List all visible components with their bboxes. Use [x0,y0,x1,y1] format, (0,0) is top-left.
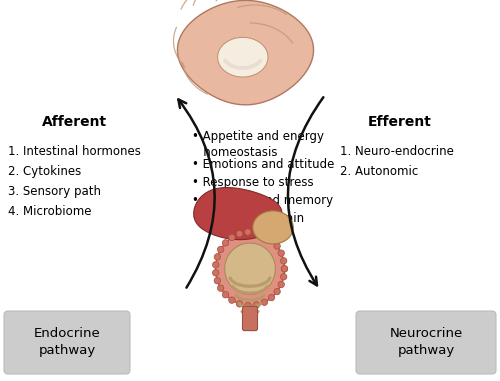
Circle shape [253,302,260,308]
Text: Efferent: Efferent [368,115,432,129]
Polygon shape [218,37,268,77]
Circle shape [244,229,251,235]
Text: • Response to pain: • Response to pain [192,212,304,225]
Circle shape [212,262,219,268]
Polygon shape [178,0,314,105]
Circle shape [268,295,274,301]
FancyBboxPatch shape [356,311,496,374]
FancyBboxPatch shape [242,306,258,331]
Circle shape [274,288,280,295]
FancyBboxPatch shape [4,311,130,374]
Circle shape [278,250,284,256]
Circle shape [214,277,220,284]
Text: • Appetite and energy
   homeostasis: • Appetite and energy homeostasis [192,130,324,158]
Circle shape [278,281,284,288]
Polygon shape [253,211,293,244]
Circle shape [282,266,288,272]
Circle shape [282,266,288,272]
Circle shape [218,285,224,291]
Circle shape [222,240,228,246]
Circle shape [253,229,260,236]
Circle shape [222,291,228,298]
Circle shape [244,302,251,309]
Circle shape [261,299,268,306]
Circle shape [261,232,268,239]
Circle shape [280,258,287,264]
Text: Afferent: Afferent [42,115,108,129]
Text: Neurocrine
pathway: Neurocrine pathway [390,327,462,357]
FancyArrowPatch shape [178,99,214,288]
Text: 4. Microbiome: 4. Microbiome [8,205,91,218]
Polygon shape [246,48,300,88]
Text: 2. Cytokines: 2. Cytokines [8,165,81,178]
Polygon shape [230,75,252,104]
Circle shape [218,246,224,253]
Text: Endocrine
pathway: Endocrine pathway [34,327,100,357]
Polygon shape [194,187,282,240]
Text: 2. Autonomic: 2. Autonomic [340,165,418,178]
Circle shape [212,270,219,276]
Circle shape [280,274,287,280]
Polygon shape [224,243,276,295]
Circle shape [236,301,242,307]
Text: 1. Intestinal hormones: 1. Intestinal hormones [8,145,141,158]
Circle shape [214,254,220,260]
Text: 1. Neuro-endocrine: 1. Neuro-endocrine [340,145,454,158]
Text: • Emotions and attitude: • Emotions and attitude [192,158,334,171]
Circle shape [274,243,280,249]
Polygon shape [216,232,284,306]
Text: 3. Sensory path: 3. Sensory path [8,185,101,198]
Circle shape [236,231,242,237]
Text: • Response to stress: • Response to stress [192,176,314,189]
Circle shape [228,297,235,303]
Circle shape [228,234,235,241]
FancyArrowPatch shape [288,97,324,285]
Text: • Learning and memory: • Learning and memory [192,194,333,207]
Circle shape [268,237,274,243]
